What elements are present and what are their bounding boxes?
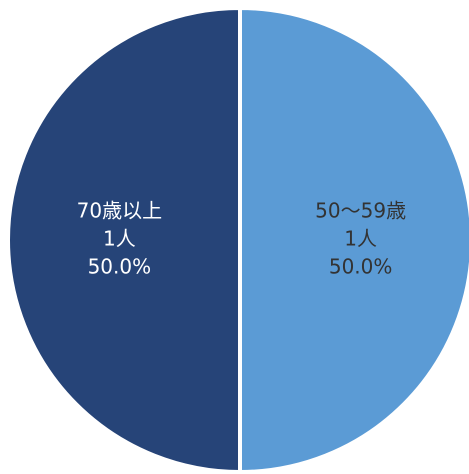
pie-labels: 50～59歳 1人 50.0% 70歳以上 1人 50.0% (77, 199, 406, 279)
slice-name-label-0: 50～59歳 (315, 199, 406, 223)
slice-count-label-1: 1人 (103, 227, 136, 251)
pie-slice-1 (6, 5, 242, 474)
pie-slices (6, 5, 469, 474)
slice-count-label-0: 1人 (344, 227, 377, 251)
pie-slice-0 (238, 5, 469, 474)
slice-name-label-1: 70歳以上 (77, 199, 162, 223)
slice-percent-label-1: 50.0% (88, 255, 152, 279)
slice-percent-label-0: 50.0% (329, 255, 393, 279)
